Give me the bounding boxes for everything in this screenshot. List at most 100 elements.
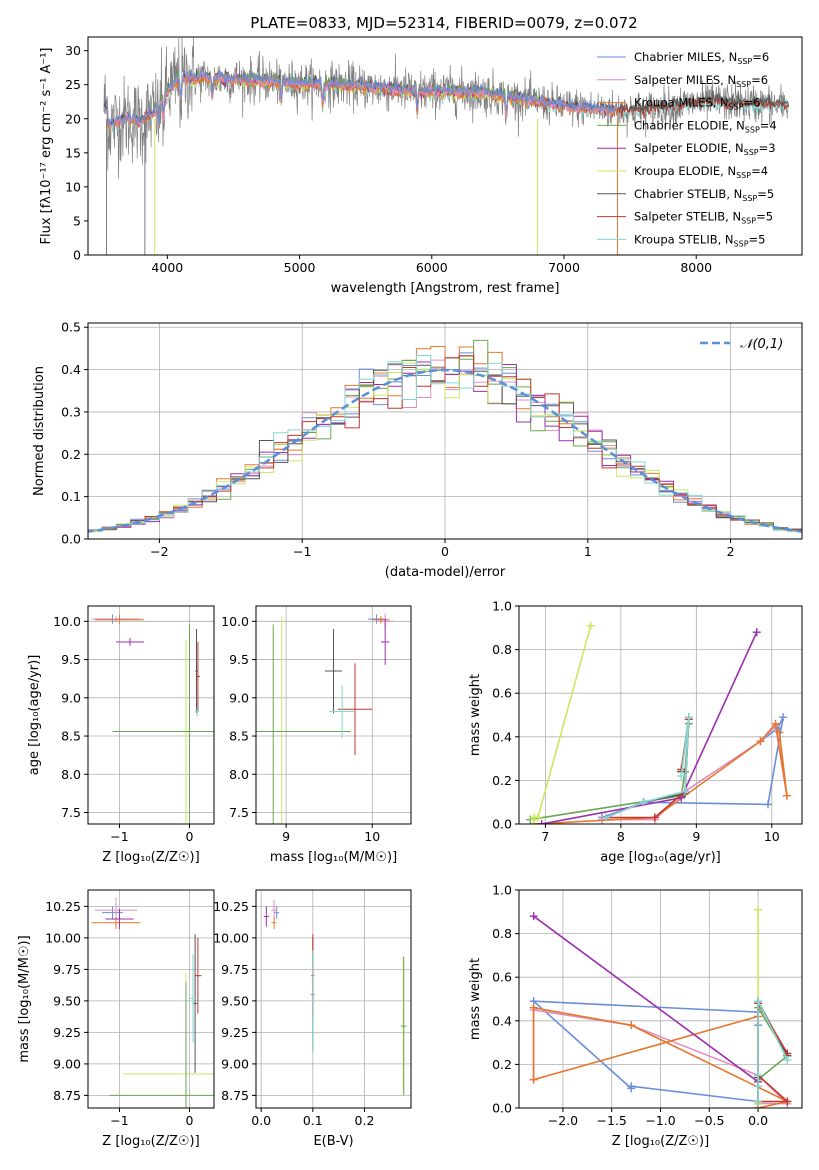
- panel-mass_vs_Z: −1 0 8.75 9.00 9.25 9.50 9.75 10.00 10.25 Z [log₁…: [17, 889, 215, 1149]
- weight-marker-kroupa_miles: [627, 1021, 636, 1030]
- x-axis-label: age [log₁₀(age/yr)]: [600, 850, 721, 865]
- x-tick-label: 0: [441, 544, 449, 559]
- x-tick-label: 1: [584, 544, 592, 559]
- normal-distribution-curve: [88, 368, 802, 533]
- plot-area-residuals: [88, 339, 802, 535]
- panel-age_vs_mass: 9 10 7.5 8.0 8.5 9.0 9.5 10.0 mass [log₁₀(M/M☉)]: [221, 605, 412, 865]
- y-tick-label: 0.4: [492, 1013, 512, 1028]
- x-tick-label: −1.0: [645, 1113, 675, 1128]
- y-tick-label: 9.00: [221, 1056, 249, 1071]
- axes-frame: [87, 889, 215, 1109]
- y-tick-label: 15: [65, 145, 81, 160]
- legend-label: Chabrier ELODIE, NSSP=4: [634, 118, 777, 134]
- y-tick-label: 10.25: [213, 899, 249, 914]
- weight-marker-salpeter_elodie: [537, 820, 546, 824]
- y-tick-label: 10.00: [45, 930, 81, 945]
- y-tick-label: 9.75: [221, 962, 249, 977]
- axes-frame: [87, 36, 803, 256]
- y-tick-label: 0.8: [492, 926, 512, 941]
- panel-age_vs_Z: −1 0 7.5 8.0 8.5 9.0 9.5 10.0 Z [log₁₀(Z/Z☉)] age…: [27, 605, 215, 865]
- plot-area-age_vs_Z: [91, 614, 214, 824]
- weight-line-chabrier_miles: [531, 1000, 759, 1103]
- x-tick-label: 0.0: [748, 1113, 768, 1128]
- x-tick-label: 0.0: [251, 1113, 271, 1128]
- y-tick-label: 9.0: [61, 690, 81, 705]
- weight-marker-kroupa_stelib: [601, 813, 610, 822]
- y-tick-label: 9.50: [221, 993, 249, 1008]
- y-tick-label: 9.75: [53, 962, 81, 977]
- y-tick-label: 8.75: [221, 1088, 249, 1103]
- y-tick-label: 0.2: [492, 1057, 512, 1072]
- axes-frame: [518, 605, 803, 825]
- weight-marker-kroupa_elodie: [586, 621, 595, 630]
- y-axis-label: mass weight: [468, 674, 483, 756]
- x-axis-label: E(B-V): [313, 1134, 353, 1149]
- y-tick-label: 10.0: [221, 614, 249, 629]
- y-tick-label: 9.0: [229, 690, 249, 705]
- x-tick-label: −1: [293, 544, 311, 559]
- weight-marker-salpeter_elodie: [529, 912, 538, 921]
- weight-line-salpeter_miles: [602, 724, 788, 821]
- y-tick-label: 10.25: [45, 899, 81, 914]
- panel-residuals: −2 −1 0 1 2 0.0 0.1 0.2 0.3 0.4 0.5 (data-model)/er…: [32, 320, 803, 580]
- x-tick-label: 9: [282, 829, 290, 844]
- x-tick-label: 0: [186, 829, 194, 844]
- residual-histogram-salpeter_stelib: [88, 355, 802, 534]
- y-tick-label: 10: [65, 179, 81, 194]
- weight-marker-salpeter_stelib: [783, 1097, 792, 1106]
- y-tick-label: 9.50: [53, 993, 81, 1008]
- legend-residuals: 𝒩(0,1): [700, 337, 783, 352]
- y-tick-label: 0.4: [492, 729, 512, 744]
- x-axis-label: mass [log₁₀(M/M☉)]: [270, 850, 397, 865]
- weight-marker-kroupa_miles: [775, 728, 784, 737]
- y-tick-label: 0.8: [492, 642, 512, 657]
- weight-line-salpeter_elodie: [533, 915, 759, 1108]
- x-tick-label: 7000: [548, 260, 580, 275]
- plot-area-weight_vs_age: [526, 621, 791, 824]
- x-tick-label: 2: [727, 544, 735, 559]
- y-tick-label: 1.0: [492, 883, 512, 898]
- residual-histogram-kroupa_stelib: [88, 355, 802, 534]
- weight-marker-salpeter_stelib: [650, 813, 659, 822]
- legend-label: Chabrier MILES, NSSP=6: [634, 50, 769, 66]
- x-tick-label: 10: [764, 829, 780, 844]
- x-tick-label: 0.1: [303, 1113, 323, 1128]
- legend-label: Kroupa MILES, NSSP=6: [634, 96, 760, 112]
- x-tick-label: −0.5: [694, 1113, 724, 1128]
- y-tick-label: 0.5: [61, 320, 81, 335]
- y-tick-label: 1.0: [492, 599, 512, 614]
- y-tick-label: 9.25: [221, 1025, 249, 1040]
- y-tick-label: 9.25: [53, 1025, 81, 1040]
- weight-marker-kroupa_stelib: [677, 772, 686, 781]
- weight-marker-kroupa_miles: [756, 737, 765, 746]
- legend-label: Salpeter STELIB, NSSP=5: [634, 210, 773, 226]
- x-axis-label: Z [log₁₀(Z/Z☉)]: [102, 1134, 199, 1149]
- x-tick-label: −1: [110, 1113, 128, 1128]
- legend-spectrum: Chabrier MILES, NSSP=6 Salpeter MILES, NS…: [597, 50, 777, 248]
- legend-label: Salpeter ELODIE, NSSP=3: [634, 141, 776, 157]
- y-tick-label: 0.0: [61, 532, 81, 547]
- weight-marker-kroupa_miles: [771, 719, 780, 728]
- x-axis-label: (data-model)/error: [385, 565, 506, 580]
- legend-label: Kroupa STELIB, NSSP=5: [634, 232, 765, 248]
- y-axis-label: Normed distribution: [32, 366, 47, 496]
- y-tick-label: 0.0: [492, 1101, 512, 1116]
- plot-area-age_vs_mass: [256, 613, 394, 824]
- x-tick-label: 8: [617, 829, 625, 844]
- legend-label: Salpeter MILES, NSSP=6: [634, 73, 768, 89]
- x-tick-label: 4000: [151, 260, 183, 275]
- x-axis-label: wavelength [Angstrom, rest frame]: [331, 281, 560, 296]
- y-tick-label: 9.5: [229, 652, 249, 667]
- model-spectrum-kroupa_miles: [106, 73, 620, 133]
- y-tick-label: 0.2: [61, 447, 81, 462]
- weight-marker-chabrier_miles: [764, 800, 773, 809]
- y-tick-label: 8.0: [61, 767, 81, 782]
- y-tick-label: 0.6: [492, 686, 512, 701]
- y-tick-label: 8.5: [61, 729, 81, 744]
- y-tick-label: 0.1: [61, 489, 81, 504]
- model-spectrum-salpeter_miles: [106, 67, 618, 131]
- x-tick-label: 5000: [284, 260, 316, 275]
- figure-title: PLATE=0833, MJD=52314, FIBERID=0079, z=0…: [250, 14, 637, 32]
- y-tick-label: 0: [73, 248, 81, 263]
- x-tick-label: 7: [541, 829, 549, 844]
